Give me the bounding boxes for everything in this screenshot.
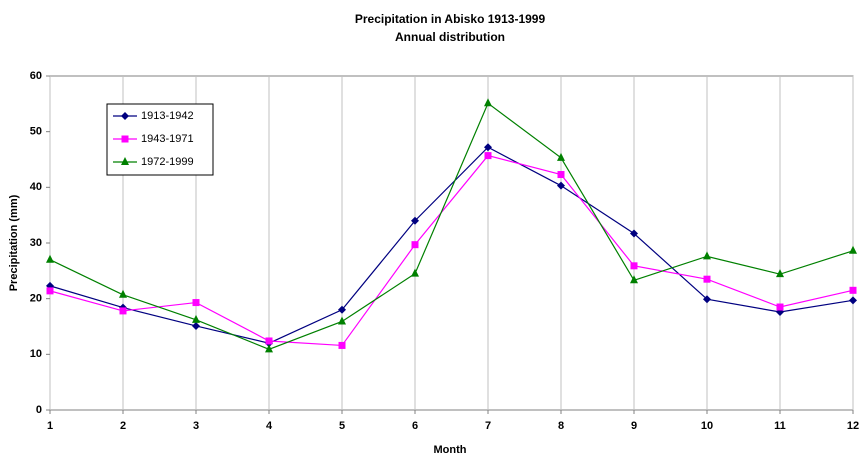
chart-title: Precipitation in Abisko 1913-1999 (355, 12, 546, 26)
marker (411, 216, 419, 225)
marker (338, 316, 346, 325)
marker (46, 287, 54, 295)
x-tick-label: 1 (47, 420, 53, 432)
marker (703, 275, 711, 283)
marker (630, 275, 638, 284)
x-tick-label: 2 (120, 420, 126, 432)
marker (265, 337, 273, 345)
x-tick-label: 5 (339, 420, 345, 432)
series-line (49, 154, 854, 347)
legend-label: 1943-1971 (141, 133, 194, 145)
marker (192, 314, 200, 323)
y-tick-label: 10 (30, 348, 42, 360)
legend-label: 1913-1942 (141, 110, 194, 122)
marker (121, 112, 129, 120)
x-tick-label: 4 (266, 420, 273, 432)
y-tick-label: 60 (30, 70, 42, 82)
marker (484, 152, 492, 160)
marker (849, 296, 857, 305)
y-tick-label: 0 (36, 404, 42, 416)
chart-subtitle: Annual distribution (395, 30, 505, 44)
marker (703, 295, 711, 304)
marker (557, 171, 565, 179)
x-tick-label: 8 (558, 420, 564, 432)
y-tick-label: 20 (30, 293, 42, 305)
series-line (49, 102, 854, 350)
x-tick-label: 10 (701, 420, 713, 432)
marker (630, 229, 638, 238)
marker (557, 181, 565, 190)
marker (411, 268, 419, 277)
legend-label: 1972-1999 (141, 156, 194, 168)
marker (46, 254, 54, 263)
marker (121, 135, 129, 143)
y-axis-label: Precipitation (mm) (8, 194, 20, 291)
marker (119, 307, 127, 315)
marker (776, 303, 784, 311)
marker (265, 344, 273, 353)
marker (557, 152, 565, 161)
marker (119, 289, 127, 298)
marker (338, 341, 346, 349)
y-tick-label: 30 (30, 237, 42, 249)
marker (776, 269, 784, 278)
marker (484, 143, 492, 152)
x-axis-label: Month (434, 444, 467, 456)
marker (192, 299, 200, 307)
marker (192, 321, 200, 330)
x-tick-label: 9 (631, 420, 637, 432)
marker (121, 157, 129, 165)
marker (630, 262, 638, 270)
marker (849, 286, 857, 294)
y-tick-label: 50 (30, 126, 42, 138)
x-tick-label: 6 (412, 420, 418, 432)
marker (849, 245, 857, 254)
x-tick-label: 7 (485, 420, 491, 432)
marker (338, 305, 346, 314)
marker (411, 241, 419, 249)
marker (703, 251, 711, 260)
marker (484, 98, 492, 107)
series-line (49, 146, 854, 344)
x-tick-label: 12 (847, 420, 859, 432)
y-tick-label: 40 (30, 181, 42, 193)
x-tick-label: 3 (193, 420, 199, 432)
x-tick-label: 11 (774, 420, 786, 432)
